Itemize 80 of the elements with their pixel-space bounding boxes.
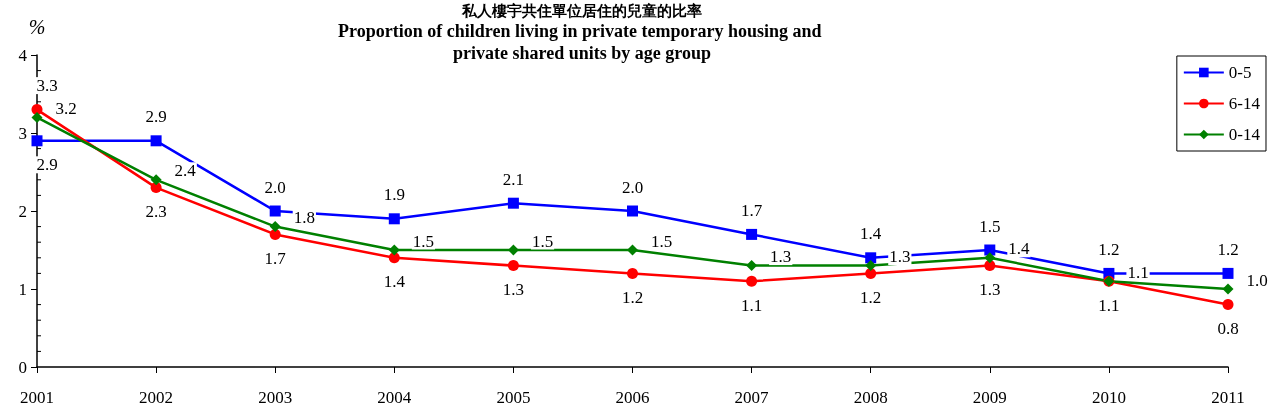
data-label: 1.2	[1098, 239, 1120, 259]
data-label: 0.8	[1217, 319, 1239, 339]
data-label: 3.2	[55, 98, 77, 118]
point	[1222, 283, 1234, 295]
point	[746, 228, 758, 240]
data-label: 3.3	[36, 76, 58, 96]
x-tick-label: 2004	[377, 388, 412, 407]
legend-label: 0-5	[1228, 63, 1252, 82]
point	[269, 205, 281, 217]
chart-title: 私人樓宇共住單位居住的兒童的比率	[461, 1, 702, 19]
point	[388, 244, 400, 256]
point	[865, 252, 877, 264]
data-label: 1.7	[264, 248, 287, 268]
data-label: 1.2	[621, 287, 644, 307]
data-label: 1.2	[1217, 239, 1239, 259]
point	[150, 174, 162, 186]
point	[507, 260, 519, 272]
point	[1222, 267, 1234, 279]
data-label: 1.1	[740, 295, 763, 315]
data-label: 1.2	[860, 287, 882, 307]
data-label: 2.9	[36, 155, 58, 175]
point	[150, 135, 162, 147]
point	[627, 244, 638, 256]
data-label: 2.1	[502, 169, 525, 189]
point	[388, 213, 400, 225]
data-label: 1.5	[531, 231, 554, 251]
point	[31, 135, 43, 147]
point	[269, 228, 281, 240]
point	[1222, 299, 1234, 311]
point	[31, 111, 43, 123]
legend-label: 6-14	[1228, 94, 1261, 113]
data-label: 2.0	[264, 177, 286, 197]
point	[865, 267, 877, 279]
x-tick-label: 2009	[972, 388, 1007, 407]
y-tick-label: 4	[18, 45, 28, 65]
y-tick-label: 2	[18, 201, 27, 221]
x-tick-label: 2002	[139, 388, 174, 407]
point	[865, 260, 877, 272]
data-label: 1.5	[651, 231, 673, 251]
data-label: 1.3	[979, 280, 1001, 300]
data-label: 2.4	[174, 161, 197, 181]
x-tick-label: 2011	[1211, 388, 1245, 407]
data-label: 1.5	[412, 231, 435, 251]
data-label: 1.3	[770, 247, 792, 267]
data-label: 1.3	[502, 280, 525, 300]
data-label: 1.4	[383, 272, 406, 292]
chart-subtitle: Proportion of children living in private temporary housing and private shared units by age group	[338, 21, 826, 63]
point	[269, 221, 281, 233]
point	[507, 197, 519, 209]
point	[746, 260, 758, 272]
data-label: 2.0	[621, 177, 644, 197]
x-tick-label: 2006	[615, 388, 650, 407]
x-tick-label: 2007	[734, 388, 770, 407]
data-label: 1.1	[1127, 262, 1149, 282]
data-label: 2.9	[145, 107, 167, 127]
data-label: 1.1	[1098, 295, 1120, 315]
x-tick-label: 2003	[258, 388, 293, 407]
data-label: 1.7	[740, 200, 763, 220]
point	[746, 275, 758, 287]
point	[984, 252, 996, 264]
data-label: 1.8	[293, 208, 315, 228]
y-tick-label: 1	[18, 279, 27, 299]
legend-label: 0-14	[1228, 125, 1261, 144]
data-label: 1.0	[1246, 270, 1268, 290]
x-tick-label: 2010	[1091, 388, 1126, 407]
point	[984, 244, 996, 256]
data-label: 1.9	[383, 185, 405, 205]
x-tick-label: 2005	[496, 388, 531, 407]
data-label: 1.4	[860, 224, 882, 244]
y-axis-title: %	[28, 16, 46, 38]
x-tick-label: 2001	[20, 388, 54, 407]
data-label: 1.5	[979, 216, 1001, 236]
y-tick-label: 0	[18, 357, 27, 377]
y-tick-label: 3	[18, 123, 27, 143]
data-label: 1.3	[889, 247, 911, 267]
x-tick-label: 2008	[853, 388, 888, 407]
point	[627, 267, 638, 279]
data-label: 2.3	[145, 202, 167, 222]
point	[627, 205, 638, 217]
data-label: 1.4	[1008, 239, 1031, 259]
